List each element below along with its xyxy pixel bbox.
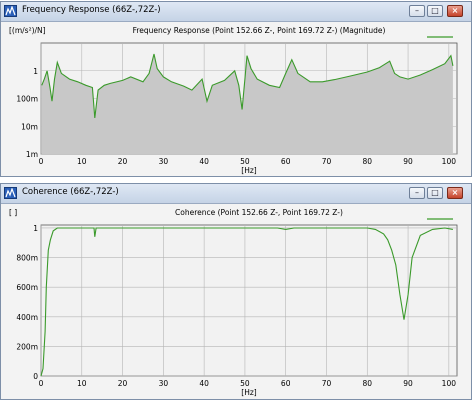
x-axis-label: [Hz]	[241, 388, 257, 397]
y-tick-label: 1m	[26, 150, 38, 159]
series-area	[41, 54, 453, 154]
chart-title: Frequency Response (Point 152.66 Z-, Poi…	[133, 26, 386, 35]
y-tick-label: 400m	[16, 313, 38, 322]
x-tick-label: 70	[322, 157, 332, 166]
maximize-button[interactable]: □	[427, 5, 443, 17]
x-tick-label: 20	[118, 157, 128, 166]
x-tick-label: 10	[77, 379, 87, 388]
y-tick-label: 0	[33, 372, 38, 381]
frequency-response-titlebar[interactable]: Frequency Response (66Z-,72Z-) – □ ×	[1, 2, 471, 22]
coherence-titlebar[interactable]: Coherence (66Z-,72Z-) – □ ×	[1, 184, 471, 204]
x-tick-label: 40	[199, 157, 209, 166]
chart-title: Coherence (Point 152.66 Z-, Point 169.72…	[175, 208, 343, 217]
minimize-button[interactable]: –	[409, 5, 425, 17]
close-button[interactable]: ×	[447, 187, 463, 199]
x-tick-label: 60	[281, 379, 291, 388]
series-line	[40, 227, 453, 377]
y-tick-label: 200m	[16, 342, 38, 351]
maximize-button[interactable]: □	[427, 187, 443, 199]
series-line	[41, 53, 454, 118]
app-icon	[4, 5, 17, 17]
x-tick-label: 100	[442, 157, 457, 166]
y-tick-label: 100m	[16, 95, 38, 104]
x-tick-label: 0	[39, 157, 44, 166]
x-tick-label: 100	[442, 379, 457, 388]
x-tick-label: 80	[363, 157, 373, 166]
y-tick-label: 800m	[16, 254, 38, 263]
frequency-response-plot[interactable]: 0 10 20 30 40 50 60 70 80 90 100 1 100m 10m 1m Frequenc…	[1, 21, 471, 176]
y-tick-label: 10m	[21, 122, 38, 131]
x-tick-label: 50	[240, 379, 250, 388]
x-tick-label: 10	[77, 157, 87, 166]
plot-area	[40, 224, 458, 377]
x-tick-label: 30	[159, 157, 169, 166]
x-tick-label: 70	[322, 379, 332, 388]
minimize-button[interactable]: –	[409, 187, 425, 199]
coherence-window[interactable]: Coherence (66Z-,72Z-) – □ × 0 10 20 30 40 50 6…	[0, 183, 472, 400]
x-tick-label: 60	[281, 157, 291, 166]
x-tick-label: 40	[199, 379, 209, 388]
window-title: Frequency Response (66Z-,72Z-)	[22, 5, 161, 15]
frequency-response-window[interactable]: Frequency Response (66Z-,72Z-) – □ × 0 10…	[0, 1, 472, 177]
x-tick-label: 90	[403, 379, 413, 388]
x-tick-label: 90	[403, 157, 413, 166]
x-axis-label: [Hz]	[241, 166, 257, 175]
y-tick-label: 600m	[16, 283, 38, 292]
x-tick-label: 50	[240, 157, 250, 166]
close-button[interactable]: ×	[447, 5, 463, 17]
window-title: Coherence (66Z-,72Z-)	[22, 187, 119, 197]
x-tick-label: 20	[118, 379, 128, 388]
y-axis-label: [ ]	[9, 208, 17, 217]
app-icon	[4, 187, 17, 199]
coherence-plot[interactable]: 0 10 20 30 40 50 60 70 80 90 100 1 800m 600m 400m 200m 0…	[1, 203, 471, 399]
y-tick-label: 1	[33, 67, 38, 76]
x-tick-label: 0	[39, 379, 44, 388]
x-tick-label: 80	[363, 379, 373, 388]
y-axis-label: [(m/s²)/N]	[9, 26, 46, 35]
x-tick-label: 30	[159, 379, 169, 388]
y-tick-label: 1	[33, 224, 38, 233]
